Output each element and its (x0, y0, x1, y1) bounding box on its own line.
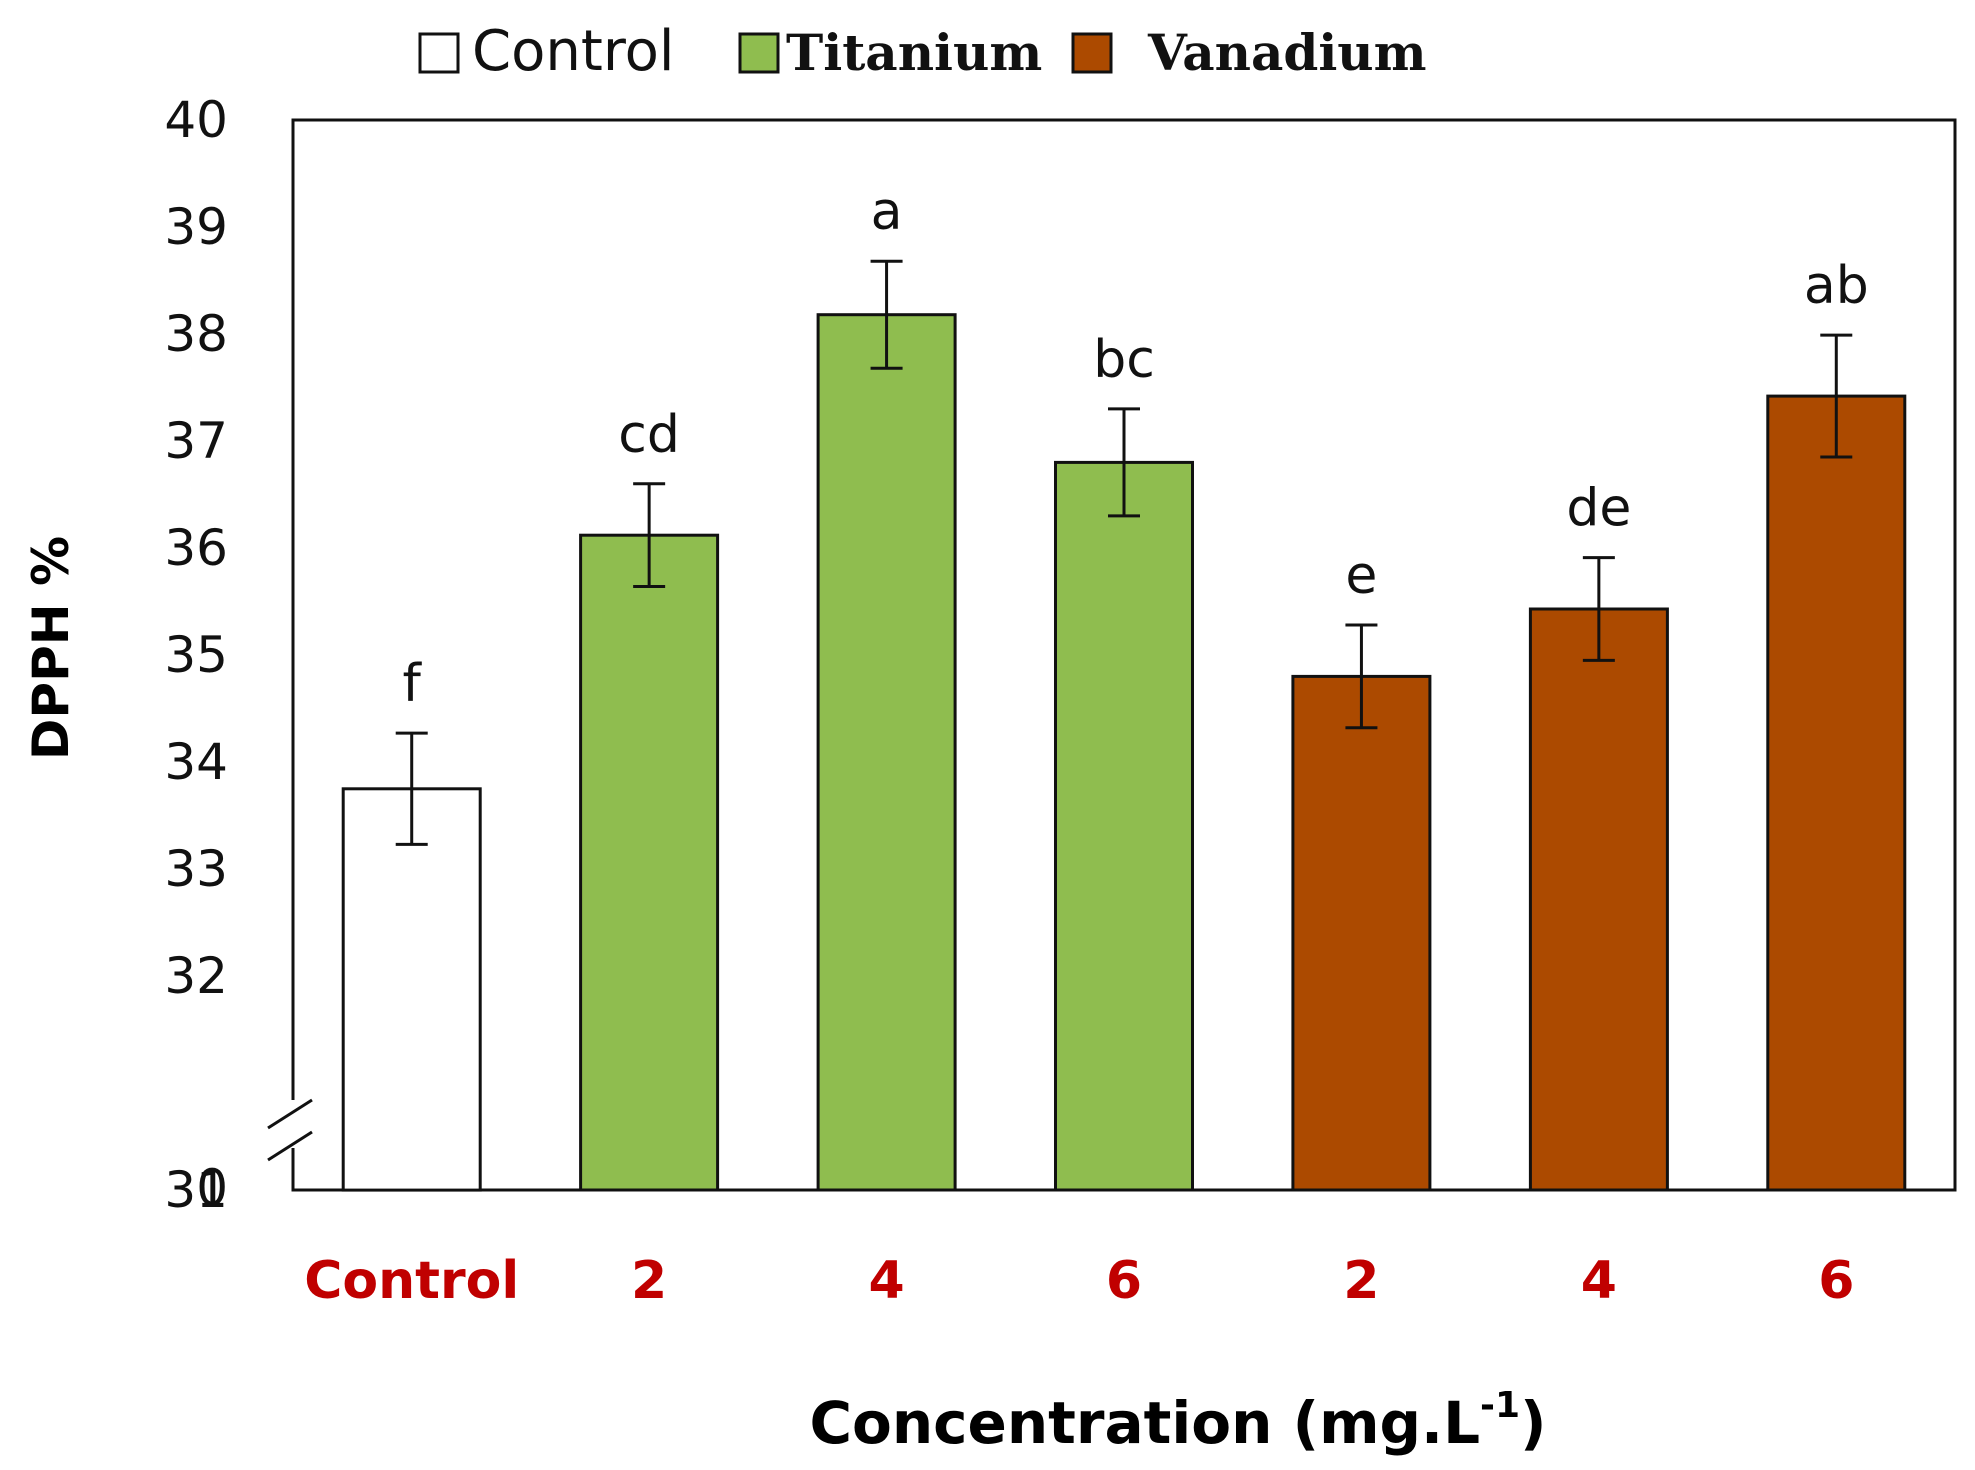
significance-letter-4: e (1345, 546, 1377, 606)
bar-1 (579, 533, 720, 1192)
category-label-2: 4 (869, 1251, 905, 1311)
bar-5 (1528, 607, 1669, 1192)
axis-break-gap (283, 1100, 303, 1148)
axis-break-line-lower (267, 1130, 313, 1162)
axis-break-marks (267, 1098, 313, 1162)
legend-label-vanadium: Vanadium (1147, 23, 1427, 82)
y-tick-labels: 0 31 32 33 34 35 36 37 38 39 40 (164, 91, 228, 1219)
significance-letter-5: de (1566, 479, 1631, 539)
y-tick-32: 32 (164, 947, 228, 1005)
legend-label-titanium: Titanium (786, 23, 1042, 82)
axis-break-line-upper (267, 1098, 313, 1130)
y-tick-37: 37 (164, 412, 228, 470)
y-tick-36: 36 (164, 519, 228, 577)
bar-3 (1054, 460, 1194, 1192)
error-bar-4 (1345, 623, 1378, 730)
y-tick-39: 39 (164, 198, 228, 256)
x-axis-title-superscript: -1 (1480, 1385, 1520, 1426)
error-bar-3 (1108, 407, 1140, 518)
significance-letter-1: cd (618, 405, 680, 465)
category-labels: Control 2 4 6 2 4 6 (304, 1251, 1854, 1311)
significance-letters: f cd a bc e de ab (403, 182, 1869, 714)
y-tick-38: 38 (164, 305, 228, 363)
y-tick-40: 40 (164, 91, 228, 149)
category-label-3: 6 (1106, 1251, 1142, 1311)
category-label-1: 2 (631, 1251, 667, 1311)
bar-6 (1766, 394, 1907, 1192)
legend-swatch-control (418, 32, 460, 74)
x-axis-title: Concentration (mg.L-1) (809, 1385, 1546, 1457)
bar-4 (1291, 674, 1432, 1192)
bar-0 (341, 787, 482, 1192)
x-axis-title-close: ) (1520, 1389, 1547, 1457)
legend-label-control: Control (472, 19, 674, 84)
category-label-4: 2 (1343, 1251, 1379, 1311)
error-bar-0 (395, 731, 428, 846)
error-bar-1 (633, 482, 666, 589)
error-bar-2 (870, 259, 903, 370)
y-tick-34: 34 (164, 733, 228, 791)
category-label-6: 6 (1818, 1251, 1854, 1311)
bars (341, 313, 1907, 1192)
error-bars (395, 259, 1853, 846)
x-axis-title-main: Concentration (mg.L (809, 1389, 1480, 1457)
significance-letter-0: f (403, 654, 423, 714)
y-tick-0: 0 (196, 1159, 228, 1217)
significance-letter-2: a (871, 182, 903, 242)
significance-letter-6: ab (1804, 256, 1869, 316)
error-bar-5 (1582, 556, 1615, 662)
legend-swatch-vanadium (1071, 32, 1113, 74)
bar-2 (816, 313, 957, 1192)
y-tick-33: 33 (164, 840, 228, 898)
category-label-5: 4 (1581, 1251, 1617, 1311)
category-label-0: Control (304, 1251, 519, 1311)
significance-letter-3: bc (1093, 330, 1155, 390)
legend: Control Titanium Vanadium (418, 19, 1427, 84)
error-bar-6 (1820, 333, 1853, 459)
y-axis-title: DPPH % (22, 536, 80, 760)
y-tick-35: 35 (164, 626, 228, 684)
y-tick-31: 31 (164, 1161, 228, 1219)
legend-swatch-titanium (738, 32, 780, 74)
